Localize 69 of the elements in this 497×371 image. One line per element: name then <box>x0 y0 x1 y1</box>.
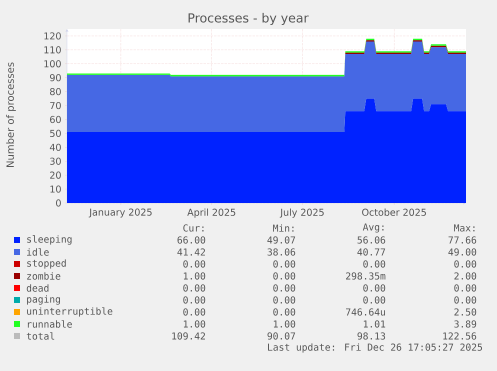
y-tick-label: 90 <box>50 74 61 82</box>
text: 109.42 <box>172 332 205 340</box>
text: Avg: <box>362 223 384 233</box>
y-tick-label: 0 <box>56 199 61 207</box>
y-tick-label: 10 <box>50 185 61 193</box>
text: 298.35m <box>346 272 386 280</box>
y-tick-label: 80 <box>50 88 61 96</box>
y-tick-label: 120 <box>44 32 61 40</box>
legend-label: sleeping <box>27 235 72 245</box>
text: 0.00 <box>454 284 476 292</box>
text: 0.00 <box>363 296 386 304</box>
text: 0.00 <box>363 284 386 292</box>
text: 1.00 <box>184 272 206 280</box>
text: 1.00 <box>274 320 296 328</box>
legend-label: paging <box>27 295 60 305</box>
text: 122.56 <box>443 332 476 340</box>
x-tick-label: January 2025 <box>88 208 152 218</box>
text: 0.00 <box>273 308 296 316</box>
chart-title: Processes - by year <box>188 12 309 26</box>
text: 40.77 <box>357 248 386 256</box>
y-tick-label: 100 <box>44 60 61 68</box>
text: 0.00 <box>183 296 206 304</box>
text: 0.00 <box>454 296 476 304</box>
text: 41.42 <box>177 248 205 256</box>
legend-label: total <box>26 332 54 340</box>
y-tick-label: 20 <box>50 172 61 179</box>
text: Last update: Fri Dec 26 17:05:27 2025 <box>268 343 482 353</box>
text: 2.50 <box>454 308 476 316</box>
text: 1.01 <box>364 320 386 328</box>
y-tick-label: 70 <box>50 102 61 110</box>
text: Min: <box>273 224 294 232</box>
text: 0.00 <box>363 260 386 268</box>
text: Cur: <box>183 224 204 232</box>
x-tick-label: July 2025 <box>280 208 324 218</box>
legend-label: idle <box>27 248 49 256</box>
text: Max: <box>454 224 474 232</box>
text: 0.00 <box>273 272 296 280</box>
text: 38.06 <box>268 248 296 256</box>
text: 0.00 <box>454 260 476 268</box>
y-tick-label: 60 <box>50 116 61 124</box>
x-tick-label: October 2025 <box>362 208 426 216</box>
text: 98.13 <box>358 332 386 340</box>
text: 0.00 <box>183 308 206 316</box>
text: 66.00 <box>178 236 206 244</box>
text: 77.66 <box>448 236 476 244</box>
text: 0.00 <box>273 296 296 304</box>
text: 1.00 <box>184 320 206 328</box>
text: 49.07 <box>267 236 296 244</box>
y-axis-title: Number of processes <box>6 62 16 167</box>
text: 0.00 <box>273 284 296 292</box>
text: 49.00 <box>448 248 476 256</box>
text: 746.64u <box>346 308 385 316</box>
y-tick-label: 30 <box>50 158 61 165</box>
legend-label: zombie <box>27 272 60 280</box>
legend-label: dead <box>26 284 48 292</box>
text: 90.07 <box>268 332 296 340</box>
legend-label: uninterruptible <box>27 307 112 317</box>
text: 0.00 <box>183 284 206 292</box>
y-tick-label: 110 <box>44 46 61 54</box>
legend-label: stopped <box>27 259 66 269</box>
legend-label: runnable <box>28 320 72 328</box>
text: 2.00 <box>454 272 476 280</box>
y-tick-label: 50 <box>50 130 61 137</box>
y-tick-label: 40 <box>50 144 61 151</box>
text: 3.89 <box>454 320 476 328</box>
x-tick-label: April 2025 <box>187 208 236 218</box>
text: 0.00 <box>273 260 296 268</box>
text: 0.00 <box>183 260 206 268</box>
text: 56.06 <box>358 236 386 244</box>
